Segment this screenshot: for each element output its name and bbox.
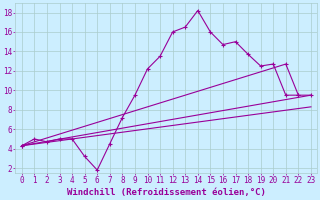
X-axis label: Windchill (Refroidissement éolien,°C): Windchill (Refroidissement éolien,°C) bbox=[67, 188, 266, 197]
